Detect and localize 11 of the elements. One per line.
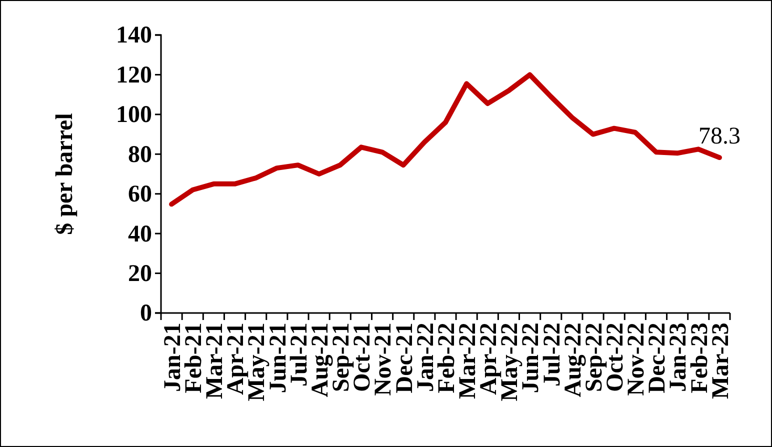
y-axis-title: $ per barrel [52, 112, 78, 235]
y-tick-label: 60 [128, 182, 152, 208]
data-label: 78.3 [698, 124, 740, 150]
y-tick-label: 140 [116, 22, 152, 49]
y-tick-label: 80 [128, 142, 152, 168]
y-tick-label: 20 [128, 260, 152, 287]
y-tick-label: 40 [128, 221, 152, 248]
y-tick-label: 0 [140, 300, 152, 327]
y-tick-label: 120 [116, 62, 152, 88]
x-tick-label: Jul-22 [539, 322, 566, 387]
y-tick-label: 100 [116, 102, 152, 128]
